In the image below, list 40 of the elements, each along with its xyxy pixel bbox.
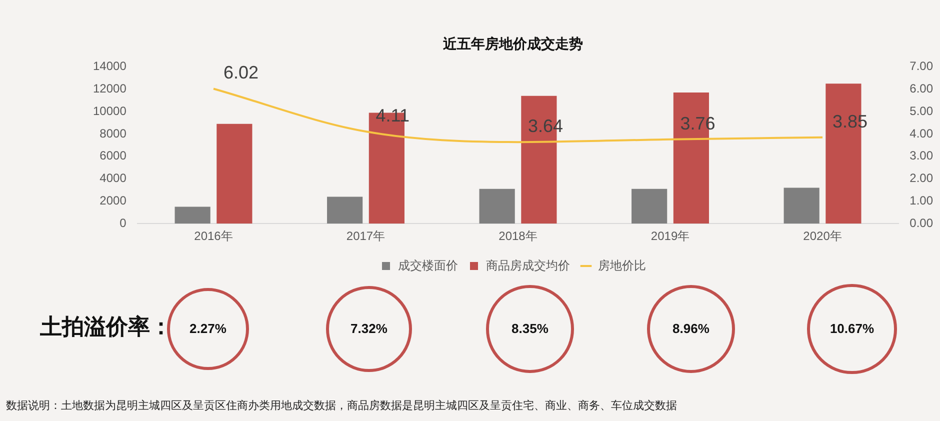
y2-tick-label: 7.00 [910,59,934,74]
bar [174,206,210,224]
y-tick-label: 8000 [100,126,127,140]
data-label: 2.27% [190,321,226,336]
bar [632,188,668,224]
x-tick-label: 2017年 [346,229,386,244]
y2-tick-label: 5.00 [910,104,934,118]
bar [216,124,252,224]
data-label: 8.35% [486,285,574,373]
data-label: 7.32% [326,286,412,372]
x-tick-label: 2018年 [498,229,538,244]
y-tick-label: 6000 [100,148,127,163]
y2-tick-label: 3.00 [910,148,934,163]
y2-tick-label: 2.00 [910,171,934,186]
x-tick-label: 2019年 [650,229,690,244]
chart-title: 近五年房地价成交走势 [442,35,583,52]
legend-label: 房地价比 [598,258,646,272]
bar [327,196,363,224]
x-tick-label: 2016年 [194,229,233,244]
data-label: 8.96% [646,284,736,374]
data-label: 6.02 [223,62,259,83]
text: 土拍溢价率： [40,313,172,341]
y2-tick-label: 6.00 [910,82,934,96]
x-tick-label: 2020年 [803,229,842,244]
bar [479,188,515,224]
bar [784,188,820,224]
y-tick-label: 12000 [92,82,127,96]
y2-tick-label: 1.00 [910,194,934,208]
legend-label: 成交楼面价 [398,258,458,272]
y2-tick-label: 0.00 [910,216,934,230]
y2-tick-label: 4.00 [910,126,934,140]
y-tick-label: 0 [120,216,127,230]
y-tick-label: 4000 [100,171,127,186]
y-tick-label: 10000 [92,104,127,118]
data-label: 10.67% [807,284,897,374]
text: 数据说明：土地数据为昆明主城四区及呈贡区住商办类用地成交数据，商品房数据是昆明主城四区及呈贡住宅、商业、商务、车位成交数据 [6,398,677,413]
legend-label: 商品房成交均价 [486,258,570,272]
line-series [212,88,824,144]
y-tick-label: 14000 [92,59,127,74]
y-tick-label: 2000 [100,194,127,208]
